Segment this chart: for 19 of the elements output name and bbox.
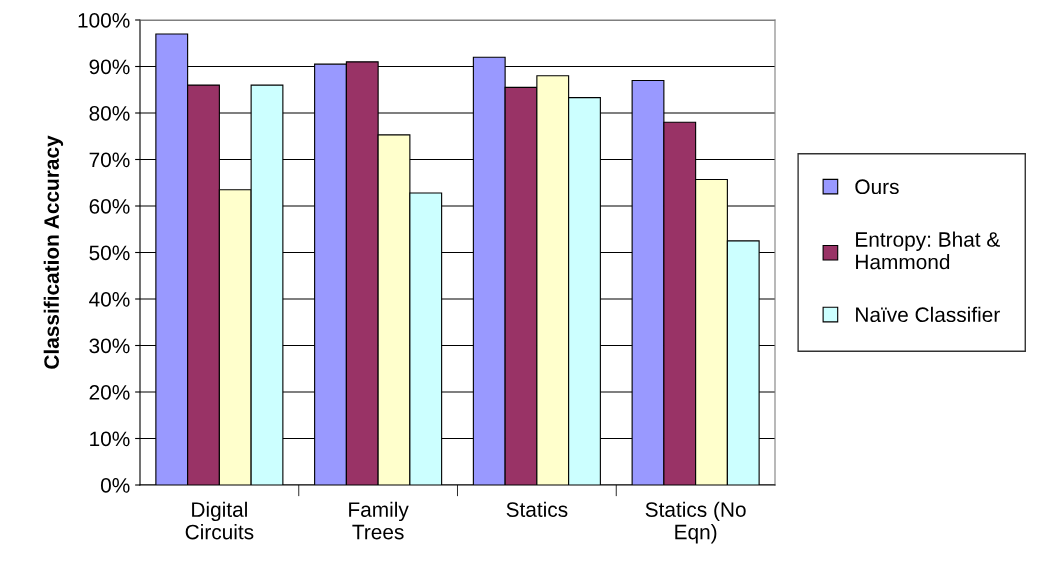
x-tick-label: Statics (No Eqn): [645, 501, 746, 544]
y-tick-label: 60%: [89, 199, 130, 214]
y-tick-label: 80%: [89, 106, 130, 121]
y-tick-label: 50%: [89, 245, 130, 261]
x-tick-label: Statics: [506, 501, 568, 517]
y-tick-label: 100%: [78, 13, 130, 28]
x-tick-label: Digital Circuits: [185, 501, 254, 540]
y-tick-label: 30%: [89, 338, 130, 354]
y-tick-label: 0%: [100, 478, 130, 493]
y-tick-label: 90%: [89, 59, 130, 75]
y-axis-title: Classification Accuracy: [43, 135, 64, 369]
legend-label: Entropy: Bhat & Hammond: [856, 231, 1000, 270]
y-tick-label: 40%: [89, 292, 130, 307]
x-tick-label: Family Trees: [349, 501, 409, 540]
y-tick-label: 70%: [89, 152, 130, 168]
legend-label: Ours: [855, 179, 899, 195]
y-tick-label: 20%: [89, 385, 130, 400]
y-tick-label: 10%: [90, 431, 130, 447]
legend-label: Naïve Classifier: [856, 306, 1000, 323]
